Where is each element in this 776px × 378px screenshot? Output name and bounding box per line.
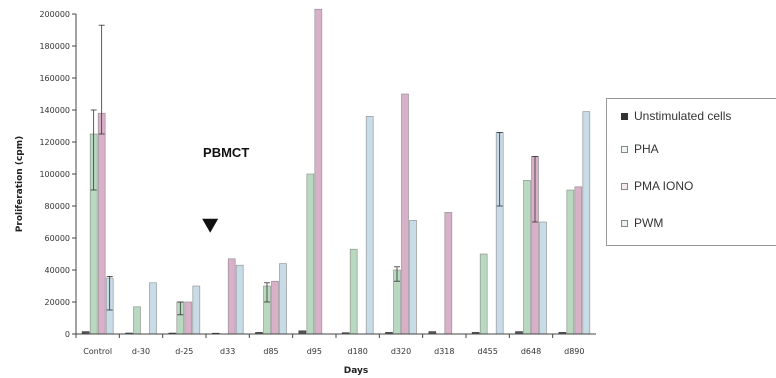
x-tick-label: d95 [307, 347, 322, 356]
legend-label: Unstimulated cells [634, 109, 732, 123]
annotation-label: PBMCT [203, 145, 249, 160]
bar [409, 220, 417, 335]
legend-swatch [621, 219, 628, 227]
bar [235, 264, 244, 335]
bar [97, 112, 106, 335]
legend-swatch [621, 112, 628, 120]
bar [192, 285, 201, 335]
bar [574, 186, 583, 335]
legend-swatch [621, 145, 628, 153]
x-tick-label: d180 [347, 347, 367, 356]
x-tick-label: d318 [434, 347, 454, 356]
legend-swatch [621, 182, 628, 190]
y-tick-label: 80000 [45, 202, 70, 211]
legend-item-pma-iono: PMA IONO [621, 179, 693, 193]
bar [271, 280, 279, 335]
bar [279, 263, 287, 335]
x-tick-label: d890 [564, 347, 584, 356]
x-tick-label: d85 [263, 347, 278, 356]
pbmct-annotation: PBMCT [202, 145, 249, 233]
x-tick-label: Control [83, 347, 112, 356]
bar [566, 189, 575, 335]
legend-label: PWM [634, 216, 664, 230]
y-tick-label: 140000 [39, 106, 70, 115]
x-tick-label: d455 [477, 347, 497, 356]
legend: Unstimulated cells PHA PMA IONO PWM [606, 98, 776, 246]
x-tick-label: d-25 [175, 347, 193, 356]
x-tick-label: d320 [391, 347, 411, 356]
y-tick-label: 100000 [39, 170, 70, 179]
legend-label: PMA IONO [634, 179, 694, 193]
bar [523, 180, 531, 335]
y-tick-label: 160000 [39, 74, 70, 83]
bar [365, 116, 374, 335]
legend-label: PHA [634, 142, 659, 156]
y-tick-label: 180000 [39, 42, 70, 51]
bar [349, 248, 358, 335]
y-tick-label: 0 [65, 330, 70, 339]
x-tick-label: d-30 [132, 347, 150, 356]
y-tick-label: 120000 [39, 138, 70, 147]
legend-item-pha: PHA [621, 142, 659, 156]
bar [539, 221, 547, 335]
bar-marks [81, 8, 591, 335]
bar [149, 282, 157, 335]
bar [582, 111, 591, 335]
bar [314, 8, 323, 335]
error-bars [90, 24, 538, 316]
bar [306, 173, 315, 335]
legend-item-pwm: PWM [621, 216, 663, 230]
x-tick-label: d648 [521, 347, 541, 356]
y-axis-title: Proliferation (cpm) [15, 136, 25, 232]
y-tick-label: 60000 [45, 234, 70, 243]
y-axis: 0 20000 40000 60000 80000 100000 120000 140000 1… [39, 10, 76, 339]
x-axis: Control d-30 d-25 d33 d85 d95 d180 d320 d318 d455… [75, 334, 585, 356]
x-tick-label: d33 [220, 347, 235, 356]
bar [444, 212, 453, 335]
bar [401, 93, 409, 335]
bar [133, 306, 141, 335]
y-tick-label: 40000 [45, 266, 70, 275]
bar [227, 258, 236, 335]
bar [184, 301, 193, 335]
y-tick-label: 200000 [39, 10, 70, 19]
x-axis-title: Days [344, 366, 369, 376]
bar [479, 253, 488, 335]
y-tick-label: 20000 [45, 298, 70, 307]
down-arrow-icon [202, 218, 219, 233]
legend-item-unstimulated: Unstimulated cells [621, 109, 731, 123]
